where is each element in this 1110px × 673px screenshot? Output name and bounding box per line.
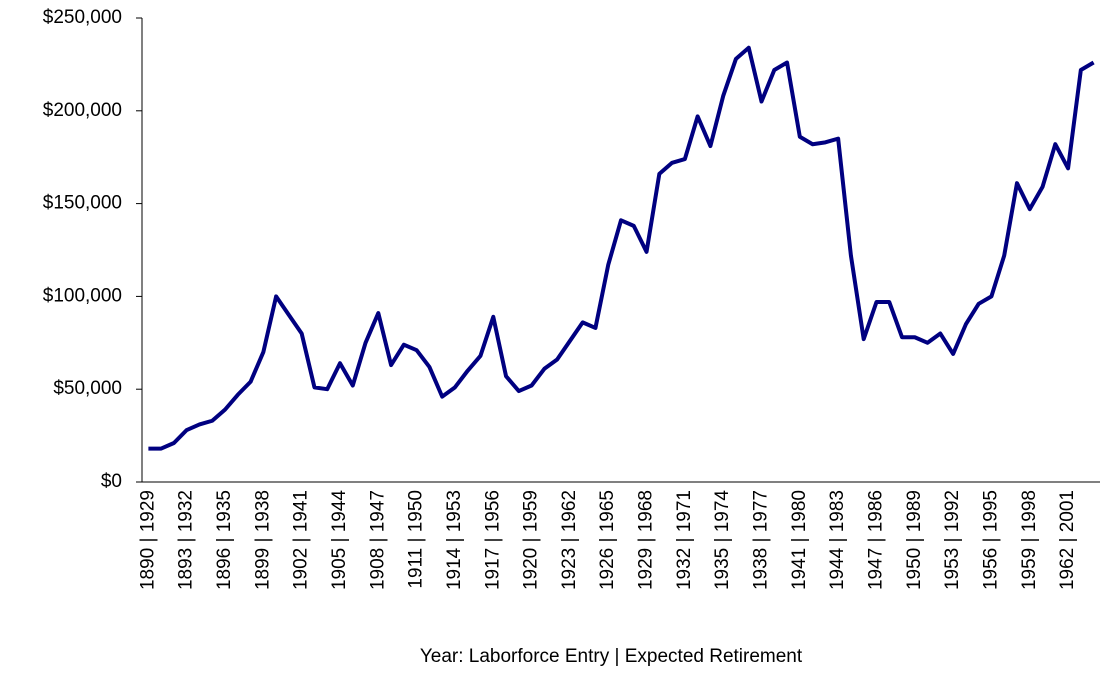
x-tick-label: 1956 | 1995 bbox=[980, 490, 1001, 590]
x-tick-label: 1893 | 1932 bbox=[176, 490, 197, 590]
x-tick-label: 1920 | 1959 bbox=[521, 490, 542, 590]
line-series bbox=[148, 45, 1095, 451]
x-tick-label: 1926 | 1965 bbox=[597, 490, 618, 590]
x-tick-label: 1944 | 1983 bbox=[827, 490, 848, 590]
x-tick-label: 1938 | 1977 bbox=[751, 490, 772, 590]
x-tick-label: 1962 | 2001 bbox=[1057, 490, 1078, 590]
x-tick-label: 1917 | 1956 bbox=[482, 490, 503, 590]
x-axis-title: Year: Laborforce Entry | Expected Retire… bbox=[420, 646, 803, 667]
x-tick-label: 1935 | 1974 bbox=[712, 490, 733, 590]
x-tick-label: 1896 | 1935 bbox=[214, 490, 235, 590]
y-tick-label: $0 bbox=[101, 471, 122, 492]
x-tick-label: 1890 | 1929 bbox=[137, 490, 158, 590]
y-tick-label: $200,000 bbox=[43, 100, 122, 121]
x-tick-label: 1953 | 1992 bbox=[942, 490, 963, 590]
y-tick-label: $100,000 bbox=[43, 285, 122, 306]
x-tick-label: 1950 | 1989 bbox=[904, 490, 925, 590]
y-tick-label: $150,000 bbox=[43, 193, 122, 214]
x-tick-label: 1932 | 1971 bbox=[674, 490, 695, 590]
x-tick-label: 1929 | 1968 bbox=[636, 490, 657, 590]
x-tick-label: 1905 | 1944 bbox=[329, 490, 350, 590]
x-tick-label: 1959 | 1998 bbox=[1019, 490, 1040, 590]
x-tick-label: 1899 | 1938 bbox=[252, 490, 273, 590]
x-tick-label: 1908 | 1947 bbox=[367, 490, 388, 590]
x-tick-label: 1911 | 1950 bbox=[406, 490, 427, 589]
y-tick-label: $250,000 bbox=[43, 7, 122, 28]
y-tick-label: $50,000 bbox=[53, 378, 122, 399]
x-tick-label: 1947 | 1986 bbox=[865, 490, 886, 590]
x-tick-label: 1902 | 1941 bbox=[291, 490, 312, 590]
x-tick-label: 1914 | 1953 bbox=[444, 490, 465, 590]
x-tick-label: 1923 | 1962 bbox=[559, 490, 580, 590]
x-tick-label: 1941 | 1980 bbox=[789, 490, 810, 590]
